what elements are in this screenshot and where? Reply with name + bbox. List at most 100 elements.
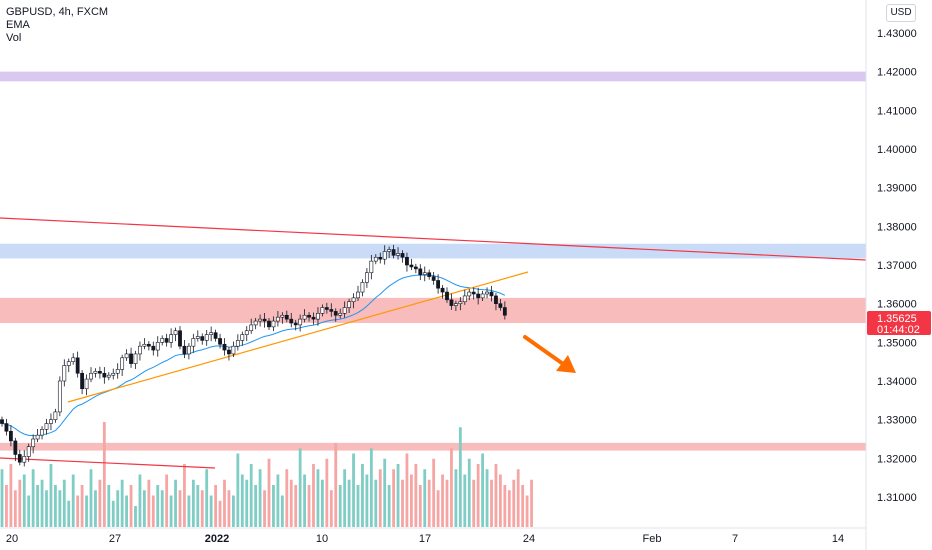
candle xyxy=(480,290,485,301)
candle xyxy=(187,343,191,360)
candle xyxy=(307,312,311,322)
volume-bar xyxy=(481,453,484,527)
candle xyxy=(84,374,89,396)
time-tick-label: 14 xyxy=(832,533,844,545)
candle xyxy=(347,298,352,313)
volume-bar xyxy=(245,479,249,527)
candle xyxy=(431,271,436,285)
candle xyxy=(405,252,409,272)
candle xyxy=(311,312,316,325)
volume-bar xyxy=(89,469,93,527)
candle xyxy=(102,367,107,384)
candle xyxy=(40,426,44,440)
descending-resistance-line[interactable] xyxy=(0,217,867,261)
volume-bar xyxy=(62,479,66,527)
candle xyxy=(31,434,36,454)
candle xyxy=(485,287,489,299)
volume-bar xyxy=(147,479,151,527)
volume-bar xyxy=(94,490,97,527)
price-tick-label: 1.36000 xyxy=(877,299,917,311)
volume-bar xyxy=(383,458,387,527)
volume-bar xyxy=(423,469,427,527)
price-tick-label: 1.41000 xyxy=(877,105,917,117)
candle xyxy=(26,443,31,462)
volume-bar xyxy=(227,490,231,527)
volume-bar xyxy=(405,453,409,527)
price-axis: 1.43000 1.42000 1.41000 1.40000 1.39000 1.380… xyxy=(877,28,917,504)
currency-button[interactable]: USD xyxy=(886,4,916,22)
candle xyxy=(494,292,498,311)
volume-bar xyxy=(325,458,329,527)
candle xyxy=(324,302,329,314)
candle xyxy=(462,289,467,305)
lower-support-line[interactable] xyxy=(0,457,216,469)
volume-layer xyxy=(0,422,533,527)
chart-legend: GBPUSD, 4h, FXCM EMA Vol xyxy=(6,6,108,45)
blue-resistance-zone xyxy=(0,243,866,259)
down-arrow-drawing[interactable] xyxy=(523,335,576,373)
time-tick-label: 20 xyxy=(6,533,18,545)
candle xyxy=(231,341,236,358)
candle xyxy=(244,326,249,342)
volume-bar xyxy=(507,490,511,527)
candle xyxy=(373,254,378,265)
volume-bar xyxy=(58,490,62,527)
volume-bar xyxy=(329,490,333,527)
volume-bar xyxy=(356,485,360,527)
volume-bar xyxy=(98,479,102,527)
candle xyxy=(436,274,441,294)
candle xyxy=(66,358,71,373)
candle xyxy=(427,269,432,280)
volume-bar xyxy=(530,479,533,527)
time-tick-label: 7 xyxy=(732,533,738,545)
arrow-layer xyxy=(523,335,576,373)
indicator-vol-label[interactable]: Vol xyxy=(6,32,22,44)
symbol-title[interactable]: GBPUSD, 4h, FXCM xyxy=(6,6,109,18)
volume-bar xyxy=(143,490,146,527)
candle xyxy=(284,310,289,323)
time-tick-label: 27 xyxy=(109,533,121,545)
volume-bar xyxy=(214,485,217,527)
volume-bar xyxy=(361,464,364,527)
candle xyxy=(458,297,463,311)
volume-bar xyxy=(18,479,22,527)
volume-bar xyxy=(467,458,471,527)
volume-bar xyxy=(160,490,164,527)
volume-bar xyxy=(22,474,26,527)
candle xyxy=(387,246,392,259)
volume-bar xyxy=(458,427,462,527)
candle xyxy=(391,244,396,259)
volume-bar xyxy=(45,490,48,527)
volume-bar xyxy=(338,485,342,527)
candle xyxy=(93,368,98,378)
volume-bar xyxy=(138,474,142,527)
candle xyxy=(120,354,125,376)
candle xyxy=(280,312,285,324)
volume-bar xyxy=(54,485,57,527)
volume-bar xyxy=(476,464,480,527)
volume-bar xyxy=(263,490,266,527)
candle xyxy=(471,287,476,300)
volume-bar xyxy=(191,479,195,527)
purple-zone xyxy=(0,71,866,82)
volume-bar xyxy=(525,495,529,527)
candle xyxy=(351,293,356,309)
volume-bar xyxy=(178,490,182,527)
volume-bar xyxy=(321,479,324,527)
zones-layer xyxy=(0,71,866,451)
candle xyxy=(298,314,303,332)
volume-bar xyxy=(102,422,106,527)
indicator-ema-label[interactable]: EMA xyxy=(6,19,30,31)
volume-bar xyxy=(289,479,293,527)
price-tick-label: 1.42000 xyxy=(877,67,917,79)
candle xyxy=(502,301,507,320)
candle xyxy=(418,264,423,281)
candle xyxy=(17,449,22,466)
candle xyxy=(182,340,187,359)
candle xyxy=(115,363,120,379)
candle xyxy=(133,350,138,370)
volume-bar xyxy=(129,485,133,527)
ascending-trendline[interactable] xyxy=(67,271,529,403)
candle xyxy=(173,327,178,342)
